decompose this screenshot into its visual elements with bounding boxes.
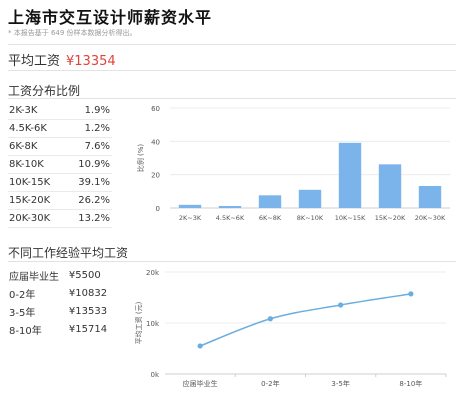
salary-cell: ¥13533 (68, 305, 108, 317)
table-row: 8-10年 ¥15714 (8, 320, 112, 338)
percent-cell: 13.2% (64, 209, 112, 228)
divider (8, 70, 456, 71)
bar-y-tick-label: 20 (151, 172, 160, 180)
bar-y-axis-label: 比例 (%) (136, 144, 145, 173)
line-y-tick-label: 20k (146, 269, 160, 277)
range-cell: 2K-3K (8, 102, 65, 120)
bar-y-tick-label: 40 (151, 138, 160, 146)
range-cell: 8K-10K (8, 155, 65, 174)
bar-y-tick-label: 60 (151, 105, 160, 113)
range-cell: 6K-8K (8, 137, 65, 156)
percent-cell: 7.6% (64, 137, 112, 156)
table-row: 应届毕业生 ¥5500 (8, 266, 112, 284)
line-y-tick-label: 10k (146, 320, 160, 328)
line-x-tick-label: 应届毕业生 (183, 379, 218, 388)
table-row: 4.5K-6K 1.2% (8, 119, 112, 138)
line-x-tick-label: 3-5年 (331, 379, 349, 388)
average-salary-label: 平均工资 (8, 54, 61, 69)
line-point (408, 291, 414, 297)
line-y-tick-label: 0k (150, 371, 159, 379)
bar (218, 206, 242, 208)
average-salary-value: ¥13354 (66, 54, 116, 69)
experience-section-title: 不同工作经验平均工资 (8, 246, 129, 260)
percent-cell: 10.9% (64, 155, 112, 174)
percent-cell: 1.9% (64, 102, 112, 120)
range-cell: 10K-15K (8, 173, 65, 192)
bar (338, 142, 362, 208)
distribution-section-title: 工资分布比例 (8, 84, 81, 98)
percent-cell: 1.2% (64, 119, 112, 138)
bar-x-tick-label: 20K~30K (415, 214, 446, 222)
page-subtitle: * 本报告基于 649 份样本数据分析得出。 (8, 29, 137, 37)
experience-cell: 应届毕业生 (9, 271, 59, 283)
bar-x-tick-label: 4.5K~6K (216, 214, 245, 222)
experience-cell: 3-5年 (9, 307, 36, 319)
table-row: 20K-30K 13.2% (8, 209, 112, 228)
table-row: 15K-20K 26.2% (8, 191, 112, 210)
table-row: 10K-15K 39.1% (8, 173, 112, 192)
experience-cell: 0-2年 (9, 289, 36, 301)
table-row: 6K-8K 7.6% (8, 137, 112, 156)
salary-cell: ¥15714 (68, 323, 108, 335)
divider (8, 98, 456, 99)
table-row: 2K-3K 1.9% (8, 102, 112, 120)
distribution-table: 2K-3K 1.9% 4.5K-6K 1.2% 6K-8K 7.6% 8K-10K 10… (8, 102, 112, 228)
line-y-axis-label: 平均工资 (元) (134, 301, 143, 344)
average-salary-row: 平均工资 ¥13354 (8, 50, 116, 69)
line-point (338, 302, 344, 308)
percent-cell: 26.2% (64, 191, 112, 210)
bar-x-tick-label: 8K~10K (297, 214, 324, 222)
page-title: 上海市交互设计师薪资水平 (8, 8, 213, 27)
bar-x-tick-label: 15K~20K (375, 214, 406, 222)
bar-x-tick-label: 10K~15K (335, 214, 366, 222)
table-row: 8K-10K 10.9% (8, 155, 112, 174)
percent-cell: 39.1% (64, 173, 112, 192)
line-series (199, 293, 411, 347)
salary-cell: ¥10832 (68, 287, 108, 299)
bar (258, 195, 282, 208)
divider (8, 261, 456, 262)
salary-cell: ¥5500 (68, 269, 101, 281)
divider (8, 44, 456, 45)
table-row: 0-2年 ¥10832 (8, 284, 112, 302)
bar-y-tick-label: 0 (156, 205, 160, 213)
line-x-tick-label: 0-2年 (261, 379, 279, 388)
bar (178, 204, 202, 208)
range-cell: 4.5K-6K (8, 119, 65, 138)
line-x-tick-label: 8-10年 (399, 379, 422, 388)
bar (378, 164, 402, 208)
table-row: 3-5年 ¥13533 (8, 302, 112, 320)
range-cell: 20K-30K (8, 209, 65, 228)
experience-cell: 8-10年 (9, 325, 42, 337)
line-point (267, 316, 273, 322)
line-point (197, 343, 203, 349)
bar (298, 189, 322, 208)
experience-table: 应届毕业生 ¥5500 0-2年 ¥10832 3-5年 ¥13533 8-10年 ¥1… (8, 266, 112, 338)
range-cell: 15K-20K (8, 191, 65, 210)
bar-x-tick-label: 6K~8K (259, 214, 282, 222)
bar (418, 186, 442, 208)
bar-x-tick-label: 2K~3K (179, 214, 202, 222)
